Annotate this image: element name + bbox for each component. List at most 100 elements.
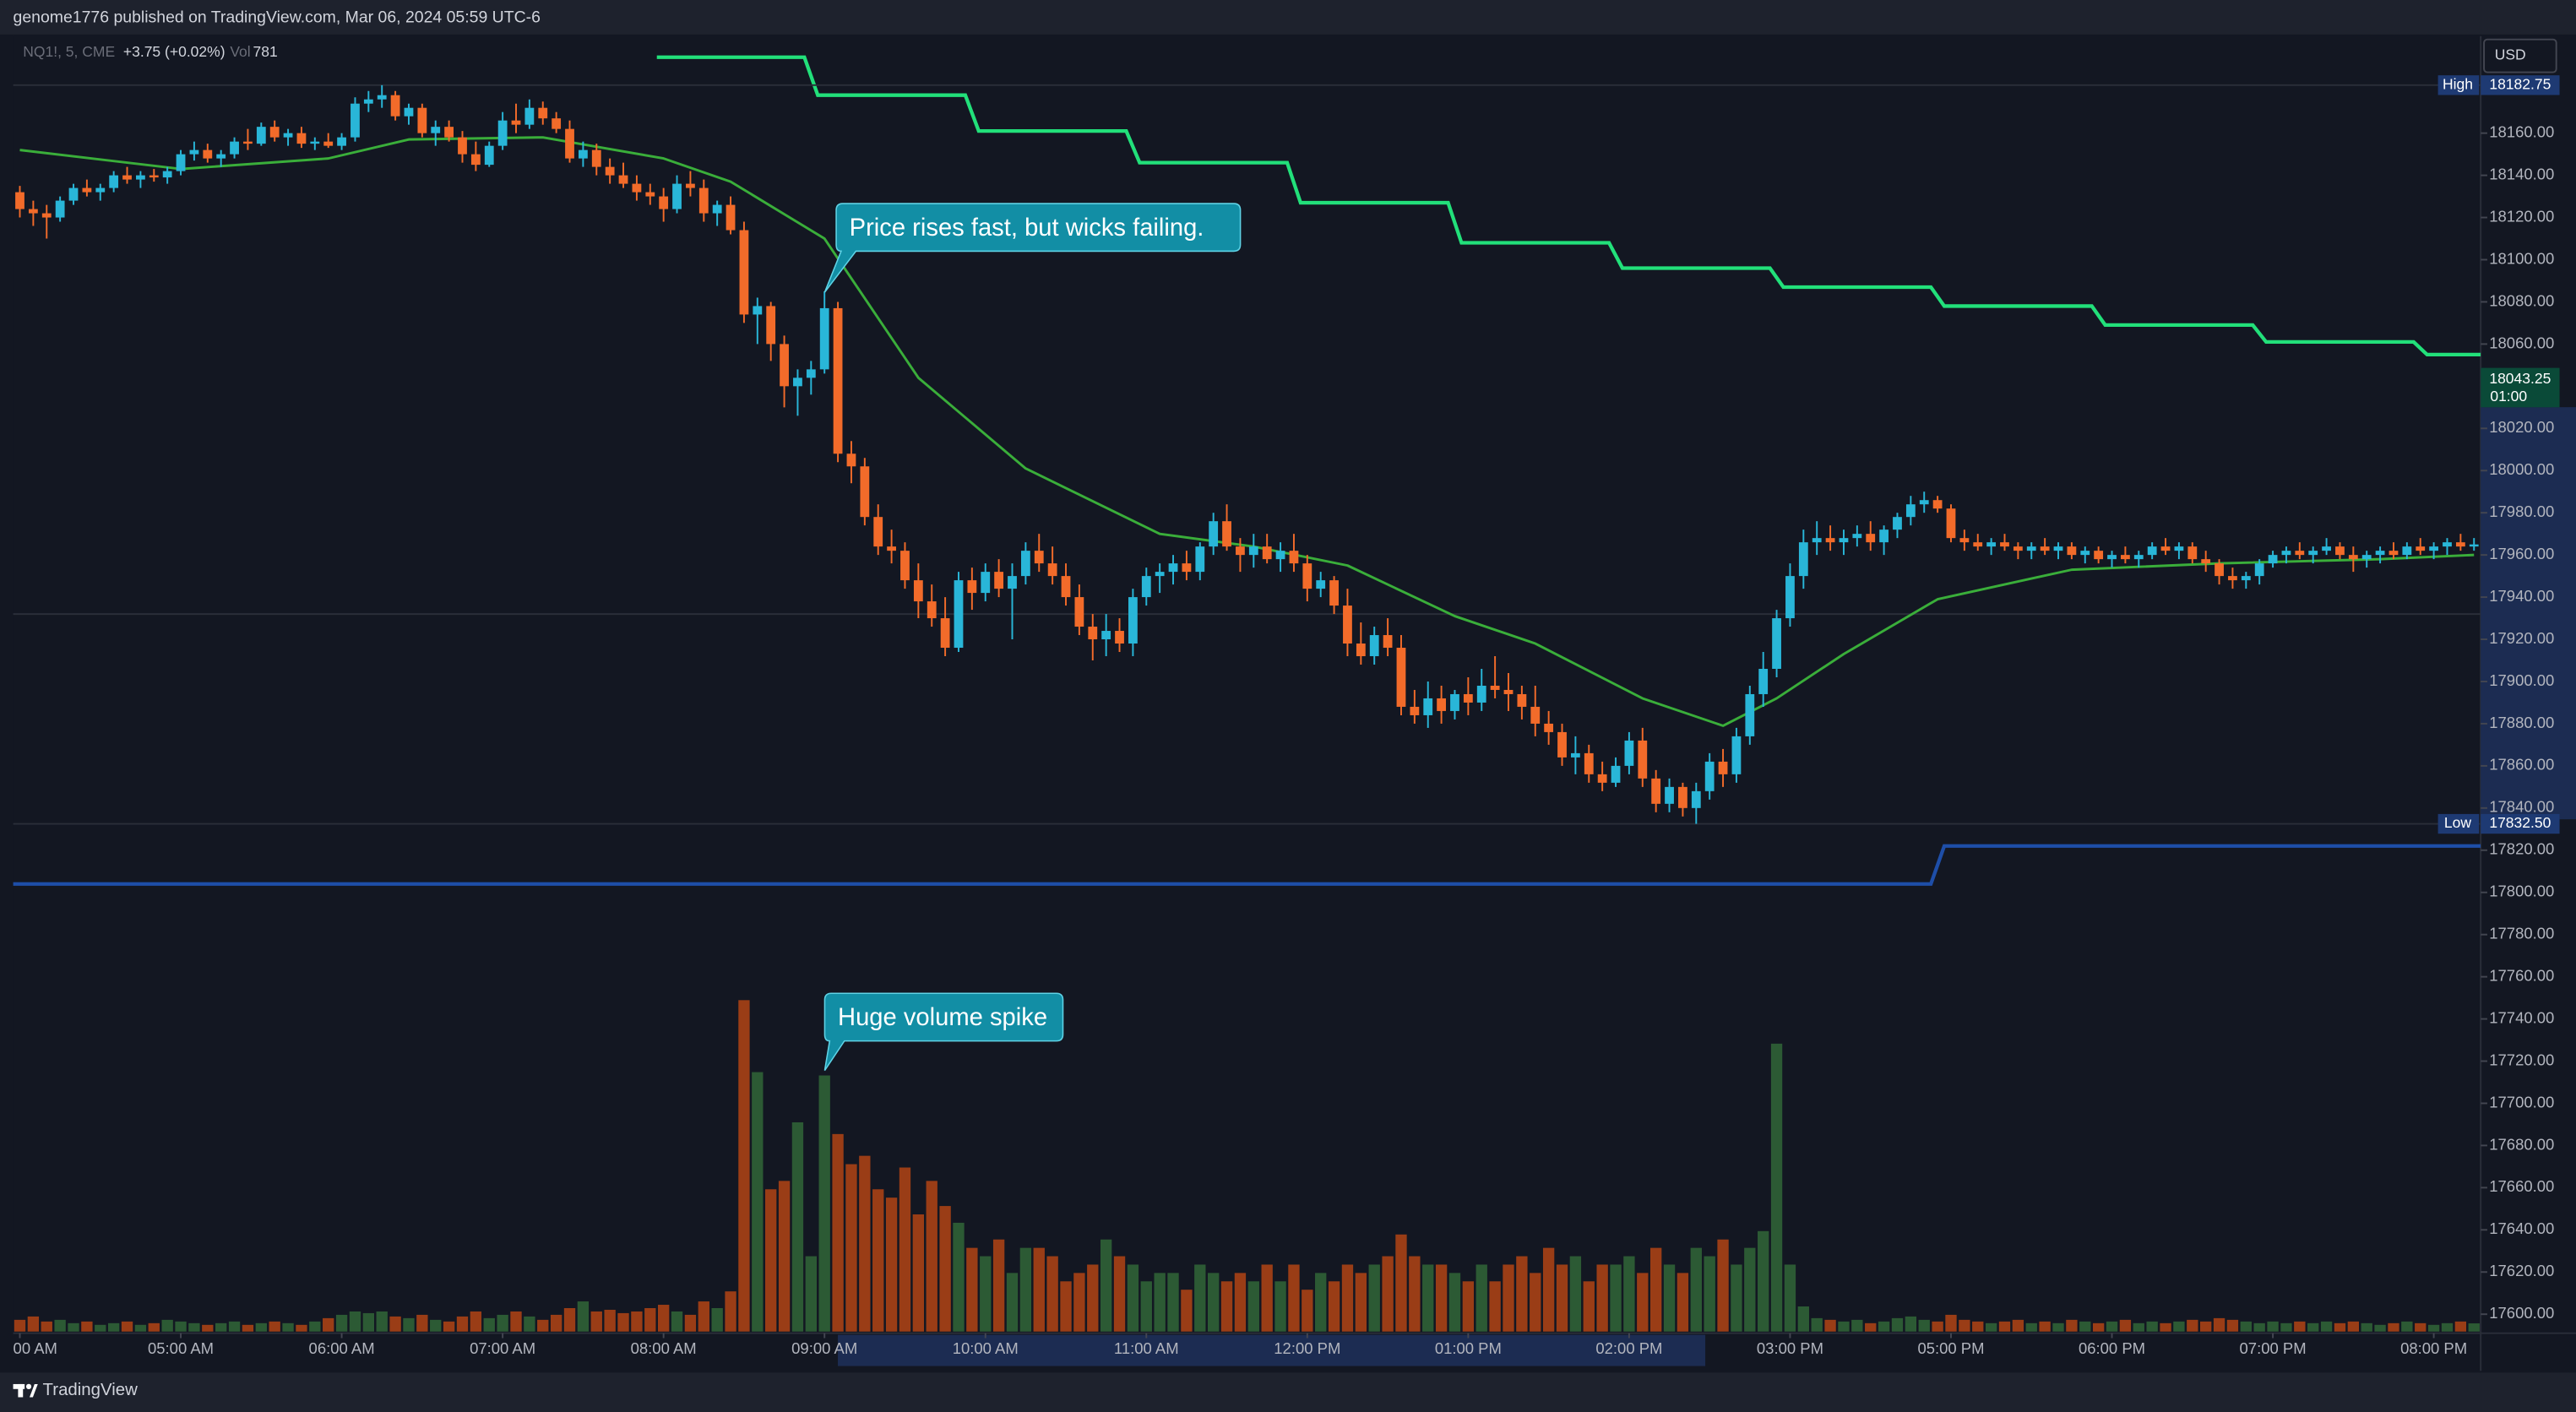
volume-bar [1610, 1264, 1622, 1332]
candle-body [1503, 689, 1514, 694]
candle-body [109, 175, 119, 188]
volume-bar [1891, 1317, 1904, 1332]
volume-bar [2468, 1323, 2480, 1332]
volume-bar [1462, 1281, 1475, 1332]
volume-bar [2133, 1322, 2144, 1332]
low-label-box [2437, 813, 2480, 834]
candle-body [1665, 786, 1674, 804]
candle-body [1905, 504, 1916, 518]
volume-bar [1154, 1273, 1166, 1332]
volume-bar [1623, 1256, 1635, 1332]
volume-bar [1409, 1256, 1421, 1332]
volume-bar [698, 1301, 709, 1332]
volume-bar [671, 1311, 683, 1332]
volume-bar [1784, 1264, 1796, 1332]
candle-body [940, 618, 950, 649]
volume-bar [430, 1319, 442, 1332]
volume-bar [2146, 1321, 2158, 1332]
candle-body [1745, 693, 1755, 736]
volume-bar [1234, 1273, 1247, 1332]
candle-body [1879, 530, 1889, 543]
volume-bar [2427, 1324, 2440, 1332]
volume-bar [1569, 1256, 1582, 1332]
candle-body [2228, 576, 2237, 581]
candle-body [1141, 576, 1151, 598]
candle-body [2416, 546, 2426, 551]
candle-body [2254, 563, 2264, 577]
volume-bar [2119, 1319, 2132, 1332]
low-value-box [2481, 813, 2560, 834]
volume-bar [1046, 1256, 1058, 1332]
volume-bar [1530, 1273, 1541, 1332]
volume-bar [1959, 1319, 1970, 1332]
volume-bar [818, 1075, 830, 1332]
volume-bar [1932, 1321, 1943, 1332]
x-tick-label: 11:00 AM [1114, 1339, 1179, 1357]
x-tick-label: 00 AM [14, 1339, 57, 1357]
candle-body [1812, 538, 1822, 543]
brand-logo [13, 1383, 38, 1398]
annotation-callout [823, 203, 1242, 293]
candle-body [2322, 546, 2331, 551]
candle-body [1530, 706, 1541, 724]
candle-body [95, 187, 106, 193]
y-tick-label: 17600.00 [2489, 1304, 2554, 1322]
candle-body [431, 127, 441, 133]
volume-bar [389, 1316, 401, 1332]
candle-body [780, 344, 789, 387]
volume-bar [1663, 1264, 1676, 1332]
candle-body [1209, 521, 1219, 547]
candle-body [1839, 538, 1849, 543]
candle-body [1758, 668, 1769, 694]
volume-bar [1220, 1281, 1233, 1332]
x-tick-label: 07:00 AM [470, 1339, 535, 1357]
volume-bar [577, 1301, 590, 1332]
candle-body [55, 200, 65, 218]
volume-bar [2066, 1319, 2078, 1332]
currency[interactable]: USD [2495, 46, 2526, 63]
candle-body [41, 213, 52, 218]
volume-bar [1288, 1264, 1300, 1332]
candle-body [900, 551, 910, 581]
candle-body [538, 107, 548, 119]
volume-bar [2079, 1321, 2091, 1332]
candle-body [2469, 544, 2479, 547]
x-tick-label: 07:00 PM [2240, 1339, 2307, 1357]
annotation-callout [823, 992, 1064, 1072]
volume-bar [349, 1311, 361, 1332]
header-bar [0, 0, 2576, 35]
y-tick-label: 17980.00 [2489, 502, 2554, 520]
volume-bar [1087, 1264, 1099, 1332]
x-tick-label: 12:00 PM [1274, 1339, 1340, 1357]
volume-bar [832, 1133, 844, 1332]
volume-bar [2320, 1321, 2333, 1332]
candle-body [1584, 752, 1594, 774]
y-tick-label: 18160.00 [2489, 123, 2554, 141]
volume-bar [188, 1322, 200, 1332]
volume-bar [1503, 1264, 1514, 1332]
y-tick-label: 18020.00 [2489, 418, 2554, 436]
candle-body [766, 306, 776, 345]
candle-body [1651, 778, 1661, 804]
currency-box[interactable] [2483, 38, 2557, 73]
volume-bar [631, 1311, 643, 1332]
y-tick-label: 17720.00 [2489, 1051, 2554, 1068]
time-range-highlight [838, 1334, 1706, 1366]
plot-layer [13, 55, 2481, 1332]
y-tick-label: 17920.00 [2489, 629, 2554, 647]
candle-body [1047, 563, 1057, 577]
y-tick-label: 17700.00 [2489, 1093, 2554, 1111]
volume-bar [2307, 1322, 2319, 1332]
candle-body [793, 377, 802, 387]
candle-body [122, 175, 132, 180]
volume-bar [1073, 1273, 1085, 1332]
volume-bar [1770, 1043, 1783, 1332]
y-tick-label: 18140.00 [2489, 165, 2554, 182]
y-tick-label: 17820.00 [2489, 840, 2554, 858]
volume-bar [443, 1321, 455, 1332]
volume-bar [2388, 1322, 2399, 1332]
candle-body [1517, 693, 1527, 707]
brand: TradingView [43, 1381, 139, 1399]
candle-body [1248, 546, 1258, 556]
y-tick-label: 17840.00 [2489, 798, 2554, 816]
